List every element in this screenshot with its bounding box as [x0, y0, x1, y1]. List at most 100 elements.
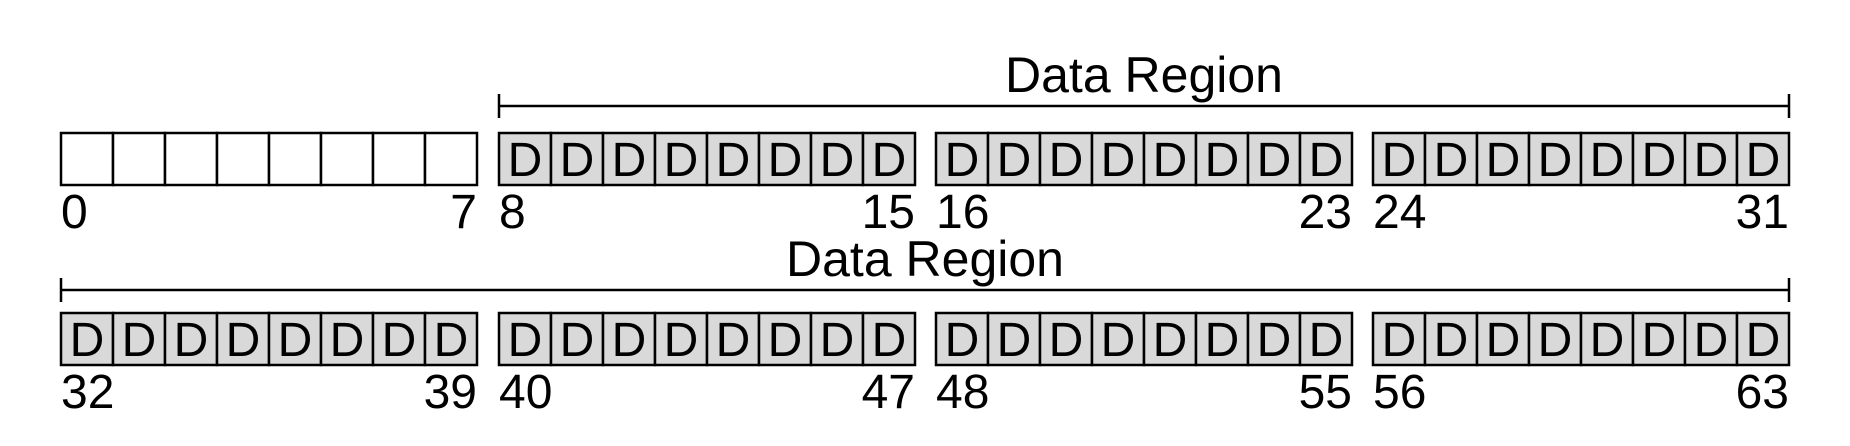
cell-label: D: [1205, 134, 1240, 187]
data-block-cell: [986, 311, 1042, 367]
cell-label: D: [560, 314, 595, 367]
block-start-index: 40: [499, 366, 552, 419]
cell-label: D: [612, 134, 647, 187]
cell-label: D: [70, 314, 105, 367]
block-group: D D D D D D D D16 23: [934, 131, 1354, 239]
empty-block-cell: [319, 131, 375, 187]
data-block-cell: [1298, 131, 1354, 187]
cell-label: D: [664, 134, 699, 187]
cell-label: D: [1309, 314, 1344, 367]
empty-block-cell: [371, 131, 427, 187]
block-group: D D D D D D D D56 63: [1371, 311, 1791, 419]
block-end-index: 23: [1299, 186, 1352, 239]
data-block-cell: [549, 131, 605, 187]
data-block-cell: [163, 311, 219, 367]
cell-label: D: [1257, 134, 1292, 187]
data-block-cell: [1038, 131, 1094, 187]
cell-label: D: [945, 134, 980, 187]
data-region-label: Data Region: [1005, 47, 1283, 103]
block-end-index: 39: [424, 366, 477, 419]
cell-label: D: [820, 134, 855, 187]
data-block-cell: [861, 131, 917, 187]
data-block-cell: [757, 131, 813, 187]
data-block-cell: [1090, 311, 1146, 367]
data-block-cell: [1683, 131, 1739, 187]
cell-label: D: [872, 134, 907, 187]
data-block-cell: [1631, 311, 1687, 367]
data-block-cell: [423, 311, 479, 367]
cell-label: D: [1382, 134, 1417, 187]
data-region-label: Data Region: [786, 231, 1064, 287]
cell-label: D: [1434, 314, 1469, 367]
data-block-cell: [1735, 131, 1791, 187]
cell-label: D: [508, 314, 543, 367]
data-block-cell: [497, 311, 553, 367]
data-block-cell: [705, 311, 761, 367]
cell-label: D: [768, 314, 803, 367]
cell-label: D: [1309, 134, 1344, 187]
data-block-cell: [1371, 131, 1427, 187]
data-block-cell: [1683, 311, 1739, 367]
cell-label: D: [1642, 314, 1677, 367]
block-group: D D D D D D D D24 31: [1371, 131, 1791, 239]
data-block-cell: [1423, 131, 1479, 187]
data-block-cell: [319, 311, 375, 367]
data-block-cell: [601, 311, 657, 367]
data-block-cell: [601, 131, 657, 187]
block-start-index: 16: [936, 186, 989, 239]
data-block-cell: [1735, 311, 1791, 367]
cell-label: D: [508, 134, 543, 187]
cell-label: D: [612, 314, 647, 367]
cell-label: D: [945, 314, 980, 367]
cell-label: D: [174, 314, 209, 367]
cell-label: D: [1746, 314, 1781, 367]
cell-label: D: [1486, 134, 1521, 187]
data-block-cell: [1631, 131, 1687, 187]
block-start-index: 56: [1373, 366, 1426, 419]
block-group: D D D D D D D D48 55: [934, 311, 1354, 419]
data-block-cell: [1298, 311, 1354, 367]
data-block-cell: [653, 311, 709, 367]
block-end-index: 47: [862, 366, 915, 419]
cell-label: D: [820, 314, 855, 367]
block-group: D D D D D D D D8 15: [497, 131, 917, 239]
cell-label: D: [997, 134, 1032, 187]
cell-label: D: [1049, 314, 1084, 367]
data-block-cell: [705, 131, 761, 187]
data-region-bracket: Data Region: [497, 47, 1791, 118]
cell-label: D: [768, 134, 803, 187]
block-end-index: 31: [1736, 186, 1789, 239]
block-start-index: 48: [936, 366, 989, 419]
cell-label: D: [1153, 134, 1188, 187]
data-block-cell: [1194, 131, 1250, 187]
empty-block-cell: [59, 131, 115, 187]
cell-label: D: [434, 314, 469, 367]
cell-label: D: [1694, 314, 1729, 367]
data-region-bracket: Data Region: [59, 231, 1791, 302]
cell-label: D: [1153, 314, 1188, 367]
data-block-cell: [1194, 311, 1250, 367]
cell-label: D: [1746, 134, 1781, 187]
empty-block-cell: [111, 131, 167, 187]
cell-label: D: [872, 314, 907, 367]
data-block-cell: [267, 311, 323, 367]
block-group: D D D D D D D D40 47: [497, 311, 917, 419]
block-end-index: 63: [1736, 366, 1789, 419]
cell-label: D: [1694, 134, 1729, 187]
data-block-cell: [757, 311, 813, 367]
block-end-index: 55: [1299, 366, 1352, 419]
cell-label: D: [1257, 314, 1292, 367]
data-block-cell: [371, 311, 427, 367]
block-end-index: 7: [450, 186, 477, 239]
empty-block-cell: [423, 131, 479, 187]
empty-block-cell: [267, 131, 323, 187]
cell-label: D: [1434, 134, 1469, 187]
data-block-cell: [497, 131, 553, 187]
cell-label: D: [278, 314, 313, 367]
data-block-cell: [986, 131, 1042, 187]
data-block-cell: [1090, 131, 1146, 187]
cell-label: D: [1382, 314, 1417, 367]
